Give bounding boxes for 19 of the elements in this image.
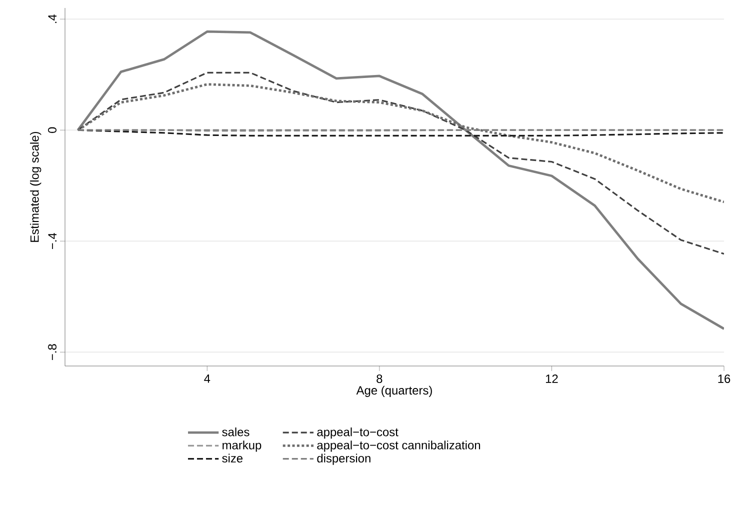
legend-label: appeal−to−cost xyxy=(317,427,398,439)
y-tick-label: −.8 xyxy=(48,344,56,360)
legend-label: size xyxy=(222,454,243,463)
x-tick-label: 4 xyxy=(204,374,210,383)
y-axis-title: Estimated (log scale) xyxy=(30,132,42,242)
y-tick-label: −.4 xyxy=(48,232,56,249)
legend-label: dispersion xyxy=(317,454,370,465)
line-series xyxy=(76,30,724,330)
x-tick-label: 8 xyxy=(376,374,382,383)
y-tick-label: .4 xyxy=(48,14,56,23)
line-series xyxy=(77,72,724,255)
legend-label: appeal−to−cost cannibalization xyxy=(317,440,480,452)
y-tick-label: 0 xyxy=(48,127,56,133)
legend-label: sales xyxy=(222,427,250,436)
x-tick-label: 12 xyxy=(546,374,558,383)
line-series xyxy=(76,83,724,204)
legend-label: markup xyxy=(222,440,262,452)
x-tick-label: 16 xyxy=(718,374,730,383)
x-axis-title: Age (quarters) xyxy=(356,386,432,397)
